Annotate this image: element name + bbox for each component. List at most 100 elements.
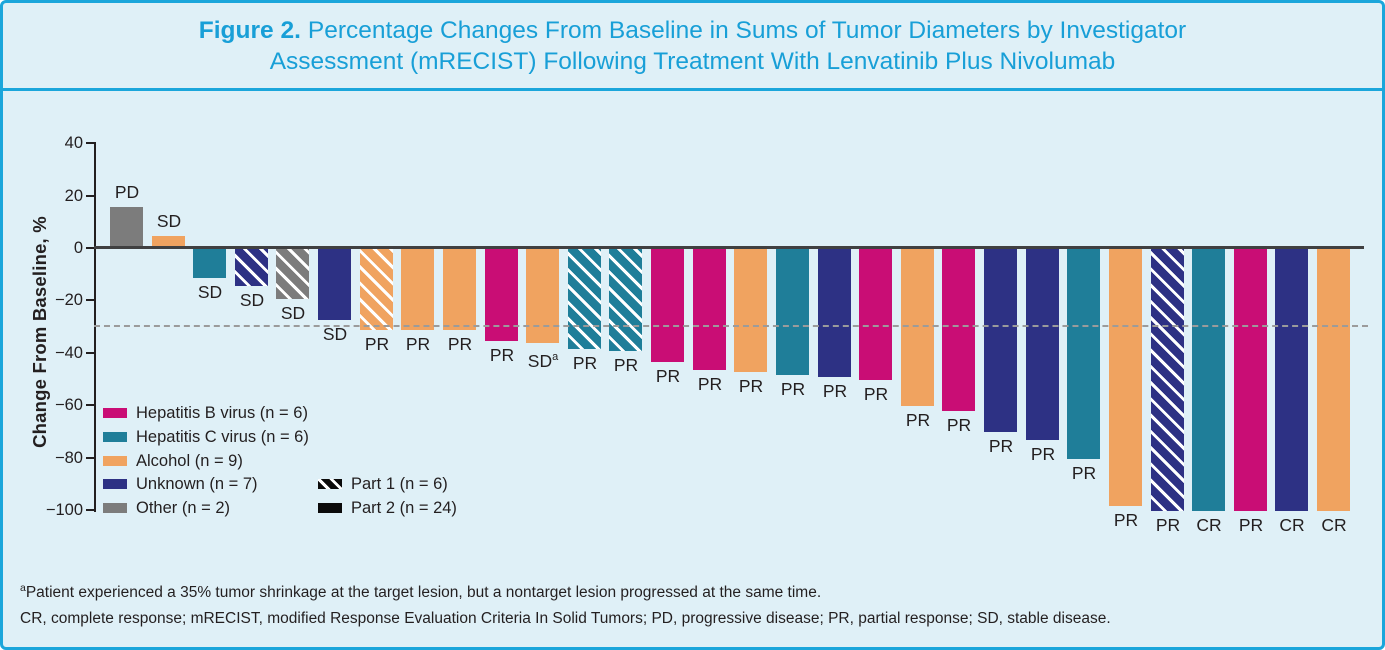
legend-item-other-swatch (103, 503, 127, 513)
y-tick-label: −40 (55, 344, 83, 362)
footnote-a-text: Patient experienced a 35% tumor shrinkag… (25, 584, 822, 602)
waterfall-bar-11 (526, 249, 559, 343)
footnote-a-marker: a (20, 582, 26, 594)
waterfall-bar-17 (776, 249, 809, 375)
waterfall-bar-25 (1109, 249, 1142, 506)
y-tick-label: 0 (73, 239, 83, 257)
waterfall-bar-28 (1234, 249, 1267, 511)
bar-response-label-17: PR (780, 379, 806, 399)
legend-item-other-label: Other (n = 2) (136, 499, 230, 517)
bar-response-label-1: PD (114, 182, 140, 202)
legend-item-hcv: Hepatitis C virus (n = 6) (103, 427, 309, 447)
bar-response-label-2: SD (156, 211, 182, 231)
figure-title-line2: Assessment (mRECIST) Following Treatment… (269, 47, 1116, 75)
waterfall-bar-22 (984, 249, 1017, 432)
figure-title: Figure 2. Percentage Changes From Baselin… (199, 15, 1186, 77)
y-tick (86, 404, 95, 406)
bar-response-label-18: PR (822, 381, 848, 401)
bar-response-label-13: PR (613, 355, 639, 375)
legend-item-alcohol-swatch (103, 456, 127, 466)
zero-baseline (94, 246, 1364, 249)
bar-response-label-24: PR (1071, 463, 1097, 483)
waterfall-bar-27 (1192, 249, 1225, 511)
legend-item-part2-label: Part 2 (n = 24) (351, 499, 457, 517)
waterfall-bar-5 (276, 249, 309, 299)
waterfall-bar-4 (235, 249, 268, 286)
bar-response-label-29: CR (1279, 515, 1305, 535)
waterfall-bar-16 (734, 249, 767, 372)
bar-response-label-14: PR (655, 366, 681, 386)
waterfall-bar-8 (401, 249, 434, 330)
y-tick (86, 509, 95, 511)
bar-response-label-23: PR (1030, 444, 1056, 464)
bar-response-label-4: SD (239, 290, 265, 310)
y-tick-label: −100 (45, 501, 83, 519)
legend-item-part2: Part 2 (n = 24) (318, 498, 457, 518)
bar-response-label-7: PR (364, 334, 390, 354)
waterfall-bar-13 (609, 249, 642, 351)
y-tick (86, 195, 95, 197)
waterfall-bar-26 (1151, 249, 1184, 511)
legend-item-part1-swatch (318, 479, 342, 489)
y-tick (86, 299, 95, 301)
legend-item-unknown-swatch (103, 479, 127, 489)
waterfall-bar-9 (443, 249, 476, 330)
y-tick-label: 40 (64, 134, 83, 152)
legend-item-hcv-swatch (103, 432, 127, 442)
y-axis-line (94, 142, 96, 512)
bar-response-label-22: PR (988, 436, 1014, 456)
bar-response-label-26: PR (1155, 515, 1181, 535)
bar-response-label-12: PR (572, 353, 598, 373)
waterfall-bar-24 (1067, 249, 1100, 459)
waterfall-bar-10 (485, 249, 518, 341)
waterfall-bar-2 (152, 236, 185, 246)
y-tick (86, 142, 95, 144)
bar-response-label-20: PR (905, 410, 931, 430)
bar-response-label-3: SD (197, 282, 223, 302)
footnote-a: aPatient experienced a 35% tumor shrinka… (20, 579, 821, 602)
y-tick-label: 20 (64, 187, 83, 205)
label-superscript: a (552, 351, 559, 363)
y-tick-label: −60 (55, 396, 83, 414)
legend-item-alcohol-label: Alcohol (n = 9) (136, 452, 243, 470)
y-tick (86, 247, 95, 249)
waterfall-bar-23 (1026, 249, 1059, 440)
waterfall-bar-29 (1275, 249, 1308, 511)
waterfall-bar-20 (901, 249, 934, 406)
minus-30-reference-line (94, 325, 1368, 327)
bar-response-label-28: PR (1238, 515, 1264, 535)
legend-item-hbv: Hepatitis B virus (n = 6) (103, 403, 308, 423)
bar-response-label-5: SD (280, 303, 306, 323)
bar-response-label-15: PR (697, 374, 723, 394)
bar-response-label-9: PR (447, 334, 473, 354)
waterfall-bar-12 (568, 249, 601, 349)
waterfall-bar-30 (1317, 249, 1350, 511)
waterfall-bar-18 (818, 249, 851, 377)
legend-item-unknown-label: Unknown (n = 7) (136, 475, 258, 493)
legend-item-unknown: Unknown (n = 7) (103, 474, 258, 494)
waterfall-bar-7 (360, 249, 393, 330)
bar-response-label-10: PR (489, 345, 515, 365)
footnote-abbreviations: CR, complete response; mRECIST, modified… (20, 610, 1111, 627)
bar-response-label-30: CR (1321, 515, 1347, 535)
legend-item-hcv-label: Hepatitis C virus (n = 6) (136, 428, 309, 446)
bar-response-label-21: PR (946, 415, 972, 435)
legend-item-part1-label: Part 1 (n = 6) (351, 475, 448, 493)
bar-response-label-16: PR (738, 376, 764, 396)
bar-response-label-6: SD (322, 324, 348, 344)
waterfall-bar-19 (859, 249, 892, 380)
bar-response-label-8: PR (405, 334, 431, 354)
waterfall-bar-14 (651, 249, 684, 362)
y-tick (86, 352, 95, 354)
bar-response-label-19: PR (863, 384, 889, 404)
waterfall-bar-21 (942, 249, 975, 411)
y-tick-label: −80 (55, 449, 83, 467)
waterfall-bar-6 (318, 249, 351, 320)
legend-item-part2-swatch (318, 503, 342, 513)
legend-item-alcohol: Alcohol (n = 9) (103, 451, 243, 471)
waterfall-chart: Change From Baseline, % 40 20 0 −20 −40 −60 −8… (3, 3, 1382, 647)
bar-response-label-25: PR (1113, 510, 1139, 530)
waterfall-bar-3 (193, 249, 226, 278)
figure-title-line1: Percentage Changes From Baseline in Sums… (307, 16, 1187, 44)
